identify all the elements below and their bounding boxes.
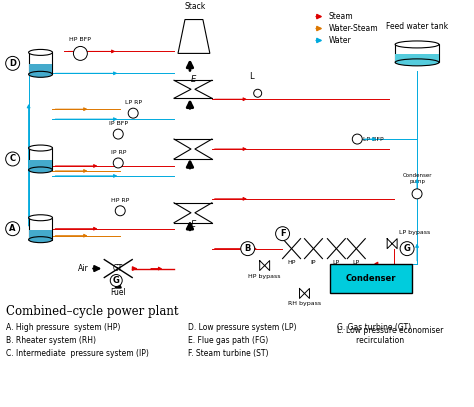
Ellipse shape [395,59,439,66]
Text: L. Low pressure economiser
        recirculation: L. Low pressure economiser recirculation [337,326,444,345]
Text: G: G [404,244,410,253]
Text: D: D [9,59,16,68]
Text: IP RP: IP RP [110,150,126,155]
Text: G. Gas turbine (GT): G. Gas turbine (GT) [337,323,411,332]
Circle shape [113,129,123,139]
Text: Stack: Stack [184,2,206,11]
Circle shape [113,158,123,168]
Text: GT: GT [113,264,123,273]
Bar [28,64,53,74]
Ellipse shape [28,49,53,55]
Text: F: F [280,229,285,238]
Text: IP BFP: IP BFP [109,121,128,126]
Text: Condenser: Condenser [346,274,396,283]
Bar [28,160,53,170]
Text: Condenser
pump: Condenser pump [402,173,432,184]
Text: LP BFP: LP BFP [363,137,384,142]
Bar [395,44,439,62]
Ellipse shape [28,145,53,151]
Ellipse shape [28,167,53,173]
Circle shape [115,206,125,216]
Text: LP: LP [353,260,360,265]
Circle shape [412,189,422,199]
Ellipse shape [28,215,53,221]
Text: D. Low pressure system (LP): D. Low pressure system (LP) [188,323,296,332]
Text: Steam: Steam [328,12,353,21]
Text: B. Rheater system (RH): B. Rheater system (RH) [6,336,96,345]
Bar [28,218,53,240]
Circle shape [352,134,362,144]
Text: Water: Water [328,36,351,45]
Circle shape [6,152,19,166]
Text: HP BFP: HP BFP [70,37,91,42]
Text: Feed water tank: Feed water tank [386,22,448,31]
Bar [28,230,53,240]
Text: Water-Steam: Water-Steam [328,24,378,33]
Circle shape [128,108,138,118]
Circle shape [254,89,262,97]
Text: C: C [9,155,16,164]
Circle shape [73,46,87,60]
Text: HP: HP [287,260,296,265]
Bar [28,148,53,170]
Bar [395,54,439,62]
Bar [28,53,53,74]
Text: Fuel: Fuel [110,288,126,297]
Ellipse shape [28,237,53,243]
Circle shape [275,227,290,241]
Circle shape [241,242,255,256]
Text: A. High pressure  system (HP): A. High pressure system (HP) [6,323,120,332]
Circle shape [6,222,19,236]
Text: A: A [9,224,16,233]
Circle shape [400,242,414,256]
Text: G: G [113,276,119,285]
Text: E: E [191,220,196,229]
Text: B: B [245,244,251,253]
Text: E. Flue gas path (FG): E. Flue gas path (FG) [188,336,268,345]
Polygon shape [178,20,210,53]
Text: RH bypass: RH bypass [288,302,321,306]
Text: HP RP: HP RP [111,198,129,203]
Text: IP: IP [311,260,316,265]
Text: Combined–cycle power plant: Combined–cycle power plant [6,305,178,318]
Text: LP: LP [333,260,340,265]
Text: Air: Air [78,264,88,273]
Text: L: L [249,72,254,81]
Ellipse shape [395,41,439,48]
Text: LP RP: LP RP [125,100,142,105]
Text: E: E [191,75,196,84]
Text: LP bypass: LP bypass [399,230,430,235]
Text: C. Intermediate  pressure system (IP): C. Intermediate pressure system (IP) [6,349,148,358]
Text: HP bypass: HP bypass [248,274,281,278]
Text: F. Steam turbine (ST): F. Steam turbine (ST) [188,349,268,358]
Circle shape [110,275,122,287]
Ellipse shape [28,71,53,77]
Circle shape [6,57,19,70]
Bar [330,264,412,293]
